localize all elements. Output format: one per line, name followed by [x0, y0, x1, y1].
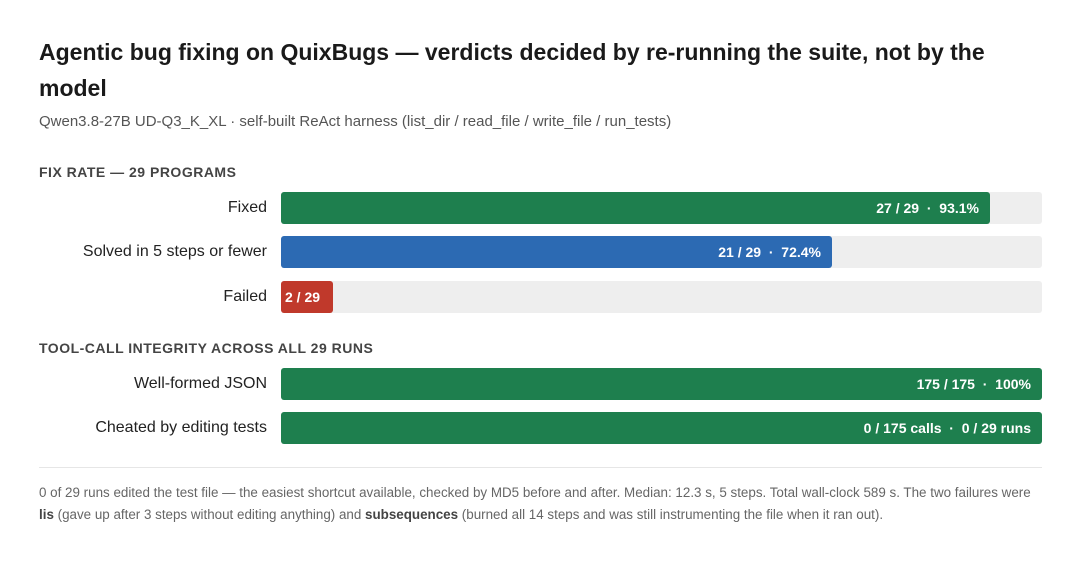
bar-category-label: Cheated by editing tests	[95, 419, 267, 436]
bar-track: 2 / 29	[281, 281, 1042, 313]
divider	[39, 467, 1042, 468]
bar-data-label: 175 / 175 · 100%	[916, 376, 1031, 392]
page-subtitle: Qwen3.8-27B UD-Q3_K_XL · self-built ReAc…	[39, 113, 672, 130]
footnote-bold-lis: lis	[39, 506, 54, 522]
bar-data-label: 0 / 175 calls · 0 / 29 runs	[863, 420, 1031, 436]
footnote-text-2: (gave up after 3 steps without editing a…	[53, 506, 366, 522]
footnote-bold-subsequences: subsequences	[365, 506, 459, 522]
bar-track: 21 / 29 · 72.4%	[281, 236, 1042, 268]
bar-row: Well-formed JSON 175 / 175 · 100%	[39, 368, 1042, 400]
section-title-1: FIX RATE — 29 PROGRAMS	[39, 164, 237, 180]
bar-track: 0 / 175 calls · 0 / 29 runs	[281, 412, 1042, 444]
section-title-2: TOOL-CALL INTEGRITY ACROSS ALL 29 RUNS	[39, 340, 374, 356]
bar-row: Solved in 5 steps or fewer 21 / 29 · 72.4…	[39, 236, 1042, 268]
bar: 2 / 29	[281, 281, 333, 313]
bar-row: Failed 2 / 29	[39, 281, 1042, 313]
footnote: 0 of 29 runs edited the test file — the …	[39, 482, 1042, 525]
bar-category-label: Well-formed JSON	[133, 375, 267, 392]
footnote-text-1: 0 of 29 runs edited the test file — the …	[39, 485, 1031, 500]
bar-category-label: Failed	[223, 288, 267, 305]
bar: 0 / 175 calls · 0 / 29 runs	[281, 412, 1042, 444]
bar-track: 27 / 29 · 93.1%	[281, 192, 1042, 224]
bar-row: Fixed 27 / 29 · 93.1%	[39, 192, 1042, 224]
bar-data-label: 2 / 29	[285, 289, 321, 305]
bar: 21 / 29 · 72.4%	[281, 236, 832, 268]
footnote-text-3: (burned all 14 steps and was still instr…	[458, 506, 884, 522]
bar-data-label: 21 / 29 · 72.4%	[718, 244, 821, 260]
bar: 27 / 29 · 93.1%	[281, 192, 990, 224]
bar-row: Cheated by editing tests 0 / 175 calls · …	[39, 412, 1042, 444]
bar-track: 175 / 175 · 100%	[281, 368, 1042, 400]
bar-category-label: Solved in 5 steps or fewer	[82, 243, 267, 260]
page-title: Agentic bug fixing on QuixBugs — verdict…	[39, 39, 985, 101]
bar-data-label: 27 / 29 · 93.1%	[876, 200, 979, 216]
bar-category-label: Fixed	[227, 199, 267, 216]
bar: 175 / 175 · 100%	[281, 368, 1042, 400]
